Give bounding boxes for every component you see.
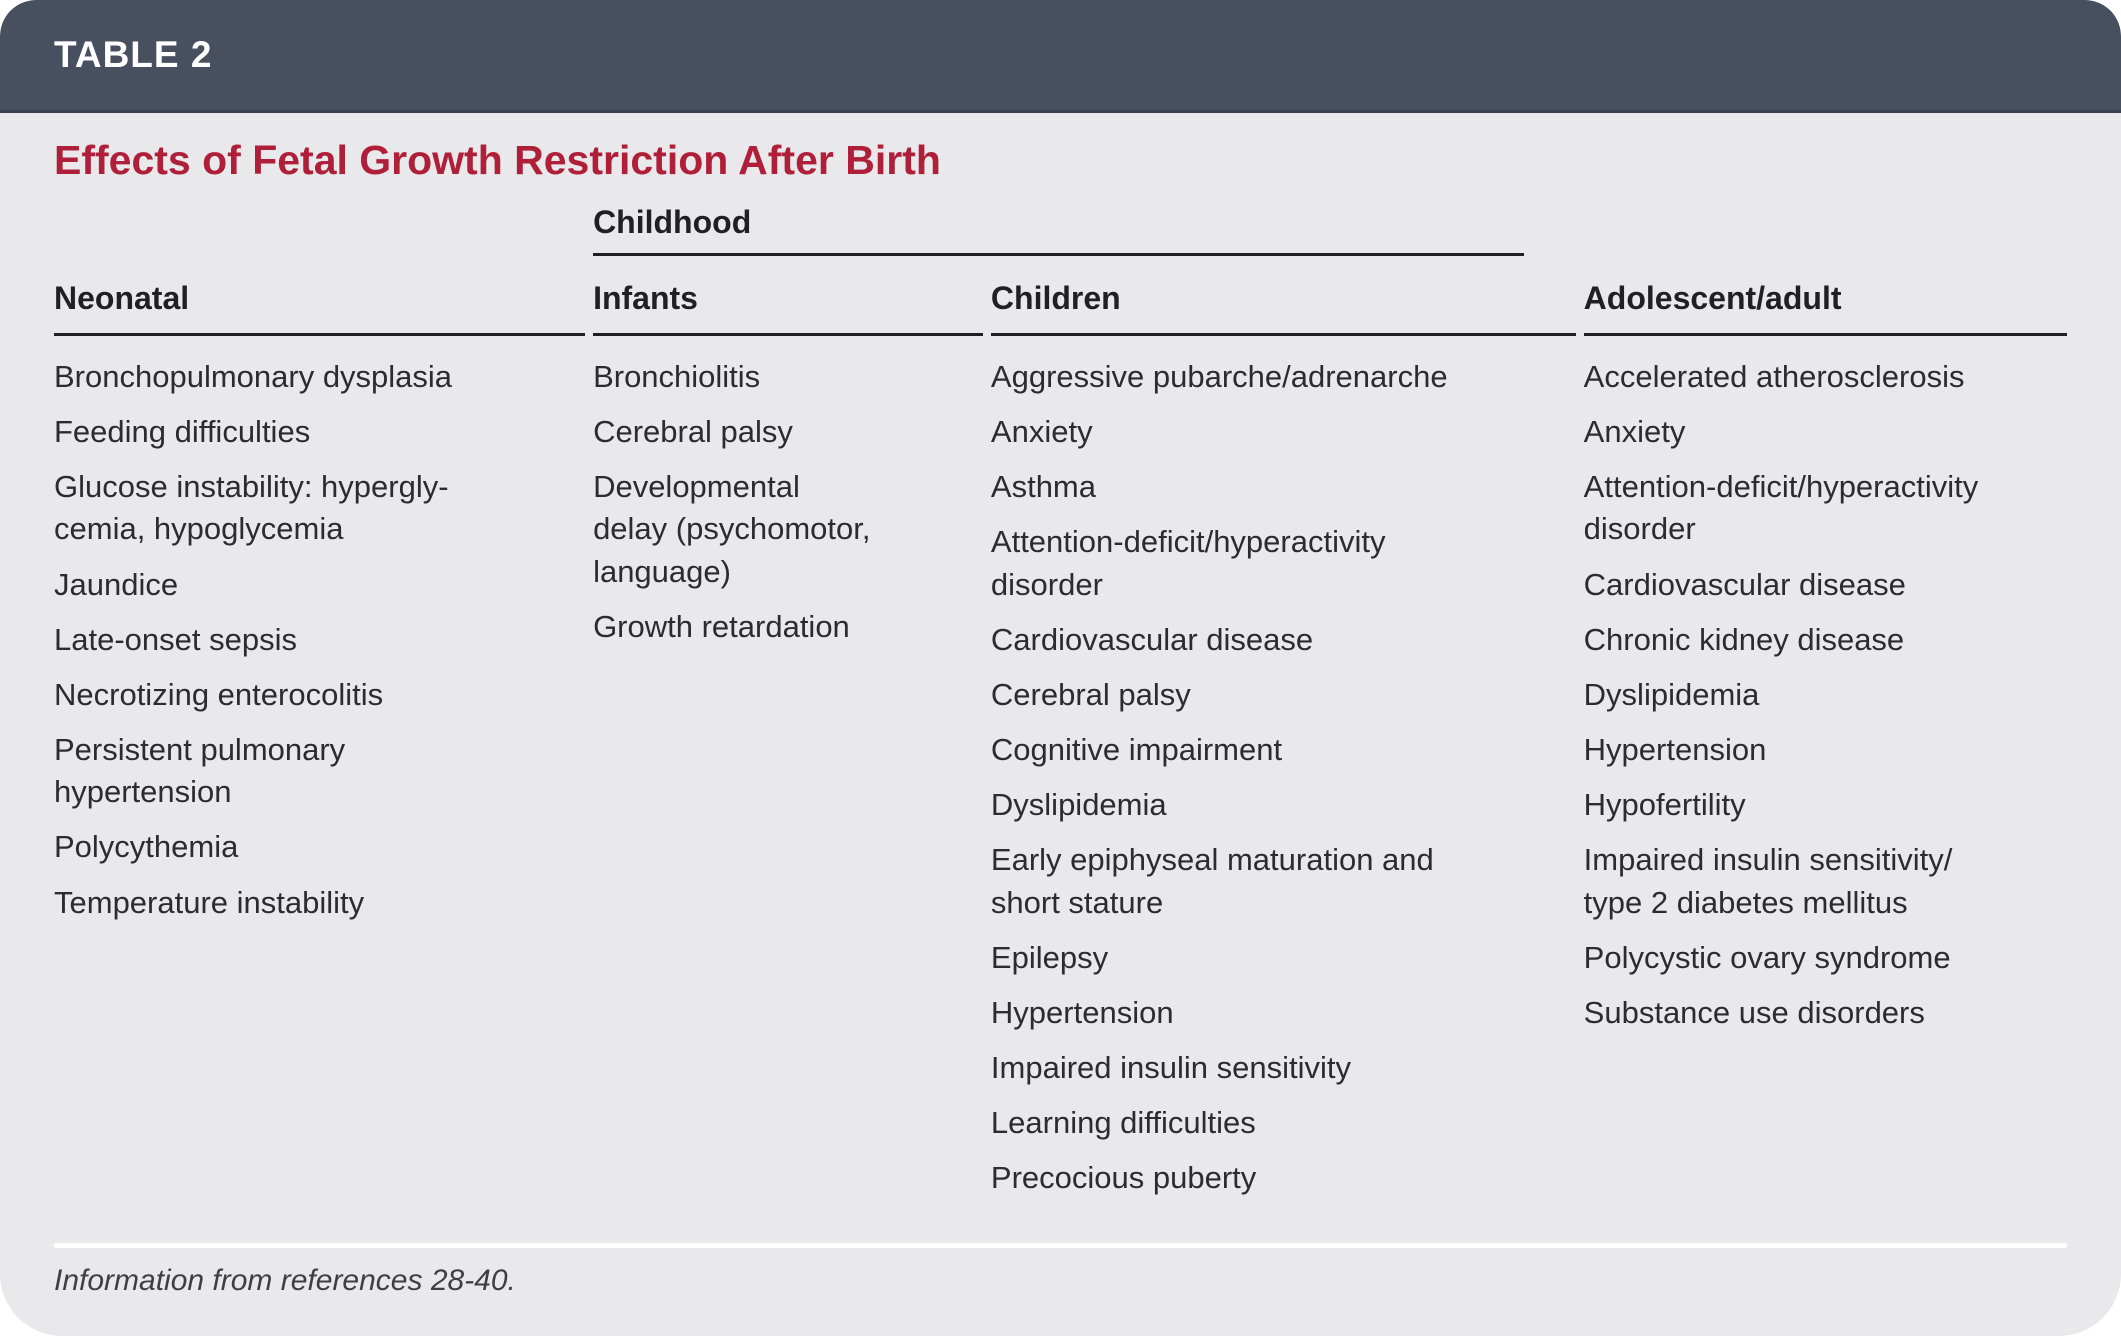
children-item: Dyslipidemia bbox=[990, 787, 1167, 823]
neonatal-item: Necrotizing enterocolitis bbox=[54, 676, 384, 712]
children-item: Impaired insulin sensitivity bbox=[990, 1050, 1351, 1086]
infants-item: Developmental delay (psychomotor, langua… bbox=[593, 469, 871, 589]
children-item: Anxiety bbox=[990, 414, 1093, 450]
column-adolescent-adult-items: Accelerated atherosclerosis Anxiety Attent… bbox=[1584, 336, 2067, 1213]
column-header-adolescent-adult: Adolescent/adult bbox=[1583, 256, 2067, 336]
neonatal-item: Persistent pulmonary hypertension bbox=[54, 732, 346, 810]
adolescent-adult-item: Anxiety bbox=[1583, 414, 1686, 450]
neonatal-item: Late-onset sepsis bbox=[54, 621, 297, 657]
neonatal-item: Polycythemia bbox=[54, 829, 239, 865]
neonatal-item: Jaundice bbox=[54, 566, 179, 602]
footnote-divider bbox=[54, 1243, 2067, 1248]
table-number-label: TABLE 2 bbox=[54, 34, 213, 75]
neonatal-item: Feeding difficulties bbox=[54, 414, 311, 450]
children-item: Hypertension bbox=[990, 994, 1174, 1030]
group-header-row: Childhood bbox=[54, 188, 2067, 256]
column-infants-items: Bronchiolitis Cerebral palsy Developmental… bbox=[593, 336, 983, 1213]
children-item: Aggressive pubarche/adrenarche bbox=[990, 359, 1448, 394]
adolescent-adult-item: Cardiovascular disease bbox=[1583, 566, 1906, 602]
neonatal-item: Bronchopulmonary dysplasia bbox=[54, 359, 453, 394]
adolescent-adult-item: Hypofertility bbox=[1583, 787, 1746, 823]
column-children-items: Aggressive pubarche/adrenarche Anxiety Ast… bbox=[991, 336, 1576, 1213]
adolescent-adult-item: Polycystic ovary syndrome bbox=[1583, 939, 1951, 975]
children-item: Cerebral palsy bbox=[990, 676, 1191, 712]
group-header-cell: Childhood bbox=[593, 188, 1576, 256]
infants-item: Growth retardation bbox=[593, 608, 850, 644]
infants-item: Bronchiolitis bbox=[593, 359, 761, 394]
childhood-group-header: Childhood bbox=[593, 188, 1524, 256]
adolescent-adult-item: Accelerated atherosclerosis bbox=[1583, 359, 1965, 394]
column-header-infants: Infants bbox=[593, 256, 983, 336]
adolescent-adult-item: Chronic kidney disease bbox=[1583, 621, 1905, 657]
table-footer: Information from references 28-40. bbox=[54, 1243, 2067, 1336]
footnote-text: Information from references 28-40. bbox=[54, 1264, 516, 1297]
column-header-neonatal: Neonatal bbox=[54, 256, 586, 336]
column-neonatal-items: Bronchopulmonary dysplasia Feeding diffic… bbox=[54, 336, 585, 1213]
column-header-children: Children bbox=[990, 256, 1576, 336]
effects-table: Childhood Neonatal Infants Children Adol… bbox=[46, 188, 2075, 1213]
children-item: Cognitive impairment bbox=[990, 732, 1283, 768]
neonatal-item: Glucose instability: hypergly- cemia, hy… bbox=[54, 469, 449, 547]
adolescent-adult-item: Impaired insulin sensitivity/ type 2 dia… bbox=[1583, 842, 1953, 920]
table-title: Effects of Fetal Growth Restriction Afte… bbox=[54, 137, 941, 183]
group-header-spacer-left bbox=[54, 188, 585, 256]
adolescent-adult-item: Dyslipidemia bbox=[1583, 676, 1760, 712]
children-item: Asthma bbox=[990, 469, 1097, 505]
children-item: Early epiphyseal maturation and short st… bbox=[990, 842, 1434, 920]
children-item: Attention-deficit/hyperactivity disorder bbox=[990, 524, 1386, 602]
column-header-row: Neonatal Infants Children Adolescent/adu… bbox=[54, 256, 2067, 336]
children-item: Learning difficulties bbox=[990, 1105, 1256, 1141]
neonatal-item: Temperature instability bbox=[54, 884, 365, 920]
table-body-row: Bronchopulmonary dysplasia Feeding diffic… bbox=[54, 336, 2067, 1213]
children-item: Cardiovascular disease bbox=[990, 621, 1314, 657]
table-number-bar: TABLE 2 bbox=[0, 0, 2121, 113]
adolescent-adult-item: Hypertension bbox=[1583, 732, 1767, 768]
table-content: Effects of Fetal Growth Restriction Afte… bbox=[0, 113, 2121, 1336]
adolescent-adult-item: Attention-deficit/hyperactivity disorder bbox=[1583, 469, 1979, 547]
children-item: Precocious puberty bbox=[990, 1160, 1257, 1196]
children-item: Epilepsy bbox=[990, 939, 1109, 975]
adolescent-adult-item: Substance use disorders bbox=[1583, 994, 1925, 1030]
group-header-spacer-right bbox=[1584, 188, 2067, 256]
infants-item: Cerebral palsy bbox=[593, 414, 793, 450]
